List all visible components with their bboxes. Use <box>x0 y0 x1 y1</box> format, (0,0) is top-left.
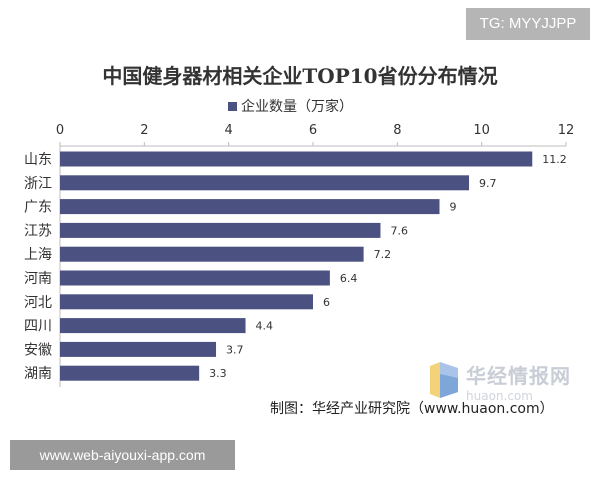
x-tick-label: 2 <box>140 123 148 138</box>
bar <box>60 270 330 286</box>
bar <box>60 341 217 357</box>
value-label: 3.3 <box>209 367 227 380</box>
bar <box>60 151 533 167</box>
watermark-tag: TG: MYYJJPP <box>466 8 590 40</box>
legend-label: 企业数量（万家） <box>241 99 353 115</box>
x-tick-label: 6 <box>309 123 317 138</box>
value-label: 4.4 <box>256 320 273 333</box>
value-label: 9.7 <box>479 177 497 190</box>
bar <box>60 199 440 215</box>
value-label: 11.2 <box>542 153 567 166</box>
bar <box>60 222 381 238</box>
category-label: 广东 <box>24 200 52 216</box>
category-label: 河南 <box>24 271 52 287</box>
category-label: 河北 <box>24 295 52 311</box>
x-tick-label: 8 <box>393 123 401 138</box>
value-label: 6.4 <box>340 272 358 285</box>
category-label: 山东 <box>24 152 52 168</box>
chart-card: 中国健身器材相关企业TOP10省份分布情况 企业数量（万家） 0 2 4 6 8 10 12… <box>24 64 575 417</box>
value-label: 9 <box>450 201 457 214</box>
value-label: 7.6 <box>390 224 408 237</box>
value-label: 3.7 <box>226 343 244 356</box>
logo-name: 华经情报网 <box>466 364 571 388</box>
source-note: 制图：华经产业研究院（www.huaon.com） <box>270 401 554 417</box>
logo-url: huaon.com <box>466 389 533 403</box>
category-label: 浙江 <box>24 176 52 192</box>
x-tick-label: 0 <box>56 123 64 138</box>
value-label: 6 <box>323 296 330 309</box>
bar <box>60 365 200 381</box>
x-tick-label: 12 <box>558 123 575 138</box>
bar <box>60 318 246 334</box>
x-tick-label: 10 <box>473 123 490 138</box>
category-label: 湖南 <box>24 366 52 382</box>
bar <box>60 246 364 262</box>
category-label: 上海 <box>24 247 52 263</box>
bar-chart: 0 2 4 6 8 10 12 山东 11.2 浙江 9.7 广东 9 江苏 7.6 上海 7.2 河南 6.4 河北… <box>24 123 575 388</box>
huaon-logo: 华经情报网 huaon.com <box>428 360 571 403</box>
footer-url-tag[interactable]: www.web-aiyouxi-app.com <box>10 440 235 470</box>
bar <box>60 175 470 191</box>
legend: 企业数量（万家） <box>228 96 353 116</box>
category-label: 江苏 <box>24 223 52 239</box>
bar <box>60 294 313 310</box>
x-tick-label: 4 <box>225 123 233 138</box>
legend-swatch <box>228 101 237 111</box>
category-label: 安徽 <box>24 342 52 358</box>
chart-title: 中国健身器材相关企业TOP10省份分布情况 <box>102 64 498 88</box>
value-label: 7.2 <box>374 248 392 261</box>
category-label: 四川 <box>24 319 52 335</box>
huaon-logo-icon <box>430 362 458 398</box>
